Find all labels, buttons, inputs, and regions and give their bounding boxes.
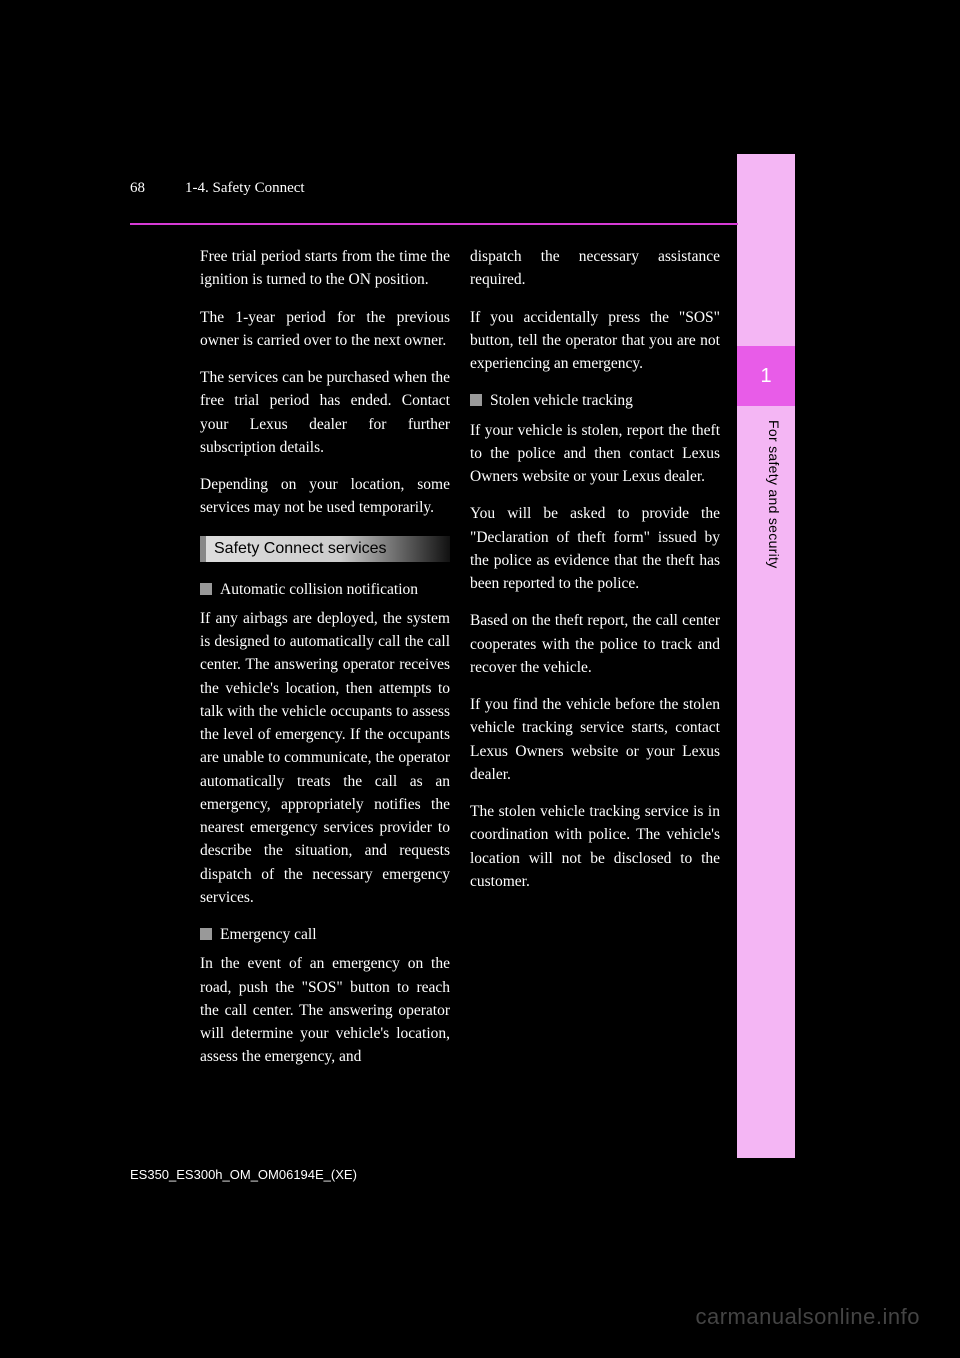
- intro-paragraph: The 1-year period for the previous owner…: [200, 306, 450, 353]
- intro-paragraph: Free trial period starts from the time t…: [200, 245, 450, 292]
- header-rule: [130, 223, 738, 225]
- intro-paragraph: The services can be purchased when the f…: [200, 366, 450, 459]
- subheading: Safety Connect services: [200, 536, 450, 562]
- side-tab-label: For safety and security: [750, 420, 782, 720]
- square-bullet-icon: [470, 394, 482, 406]
- page-number: 68: [130, 180, 145, 197]
- square-bullet-icon: [200, 928, 212, 940]
- continuation-paragraph: dispatch the necessary assistance requir…: [470, 245, 720, 292]
- subheading-text: Safety Connect services: [206, 536, 450, 562]
- square-bullet-icon: [200, 583, 212, 595]
- list-item-paragraph: You will be asked to provide the "Declar…: [470, 502, 720, 595]
- page-header: 68 1-4. Safety Connect: [130, 180, 735, 197]
- intro-paragraph: Depending on your location, some service…: [200, 473, 450, 520]
- list-item-paragraph: Based on the theft report, the call cent…: [470, 609, 720, 679]
- manual-page: 1 For safety and security 68 1-4. Safety…: [0, 0, 960, 1358]
- list-item: Stolen vehicle tracking: [470, 389, 720, 412]
- column-left: Free trial period starts from the time t…: [200, 245, 450, 1083]
- list-item-paragraph: The stolen vehicle tracking service is i…: [470, 800, 720, 893]
- section-title: 1-4. Safety Connect: [185, 180, 305, 197]
- content-area: Free trial period starts from the time t…: [200, 245, 720, 1083]
- list-item-paragraph: If your vehicle is stolen, report the th…: [470, 419, 720, 489]
- list-item: Automatic collision notification: [200, 578, 450, 601]
- list-item-title: Emergency call: [220, 923, 450, 946]
- list-item-paragraph: In the event of an emergency on the road…: [200, 952, 450, 1068]
- watermark: carmanualsonline.info: [695, 1304, 920, 1330]
- column-right: dispatch the necessary assistance requir…: [470, 245, 720, 907]
- list-item-title: Automatic collision notification: [220, 578, 450, 601]
- subnote-paragraph: If you accidentally press the "SOS" butt…: [470, 306, 720, 376]
- list-item-paragraph: If you find the vehicle before the stole…: [470, 693, 720, 786]
- list-item: Emergency call: [200, 923, 450, 946]
- list-item-paragraph: If any airbags are deployed, the system …: [200, 607, 450, 909]
- side-tab-number: 1: [760, 365, 771, 387]
- side-tab-active: 1: [737, 346, 795, 406]
- list-item-title: Stolen vehicle tracking: [490, 389, 720, 412]
- model-line: ES350_ES300h_OM_OM06194E_(XE): [130, 1167, 357, 1182]
